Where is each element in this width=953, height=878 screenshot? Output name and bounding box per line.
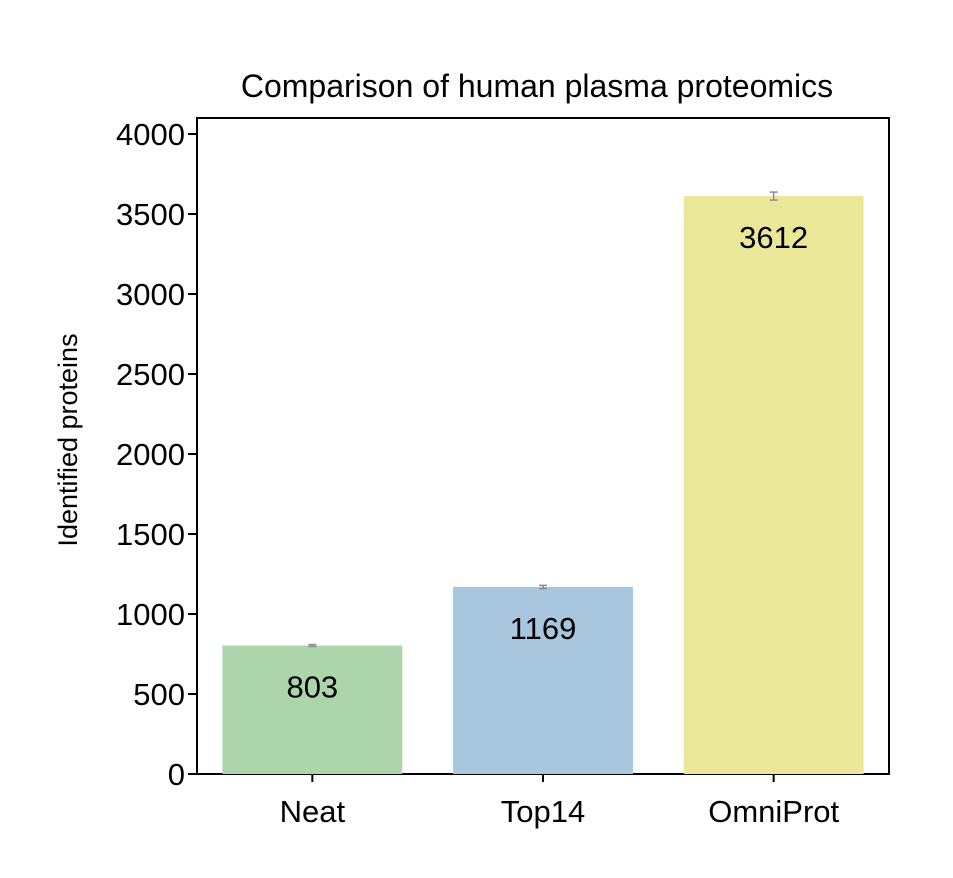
bar-top14 [453,586,633,774]
data-label: 1169 [510,611,577,646]
y-tick-label: 4000 [116,117,185,152]
chart-title: Comparison of human plasma proteomics [241,68,833,104]
y-tick-label: 500 [133,677,185,712]
y-tick-label: 2000 [116,437,185,472]
bar-omniprot [683,196,864,774]
bars-group: 803 1169 3612 [222,191,864,774]
x-category-label: Top14 [501,794,585,829]
y-axis: 0 500 1000 1500 2000 2500 3000 3500 4000 [116,117,197,792]
y-tick-label: 1000 [116,597,185,632]
y-tick-label: 3500 [116,197,185,232]
data-label: 803 [286,670,338,705]
y-tick-label: 3000 [116,277,185,312]
bar-neat [222,645,403,774]
x-category-label: OmniProt [708,794,839,829]
data-label: 3612 [739,220,808,255]
y-tick-label: 1500 [116,517,185,552]
y-tick-label: 0 [168,757,185,792]
y-tick-label: 2500 [116,357,185,392]
y-axis-label: Identified proteins [53,333,83,546]
x-category-label: Neat [280,794,346,829]
x-axis: Neat Top14 OmniProt [280,774,840,829]
